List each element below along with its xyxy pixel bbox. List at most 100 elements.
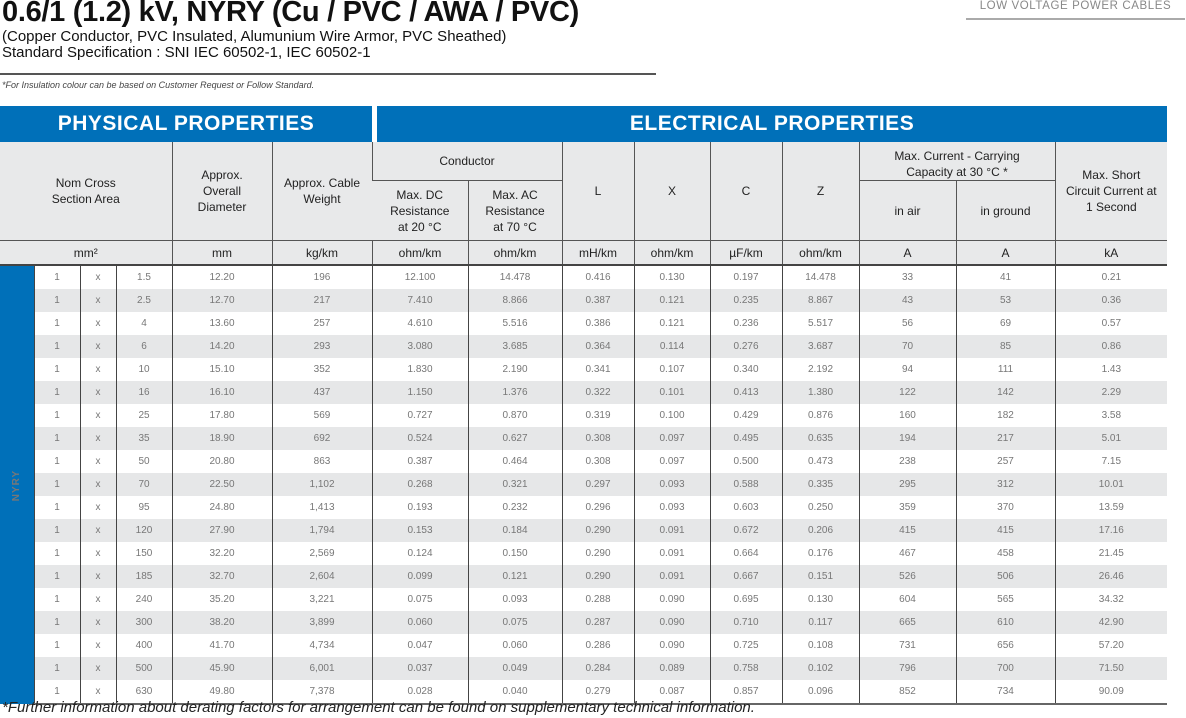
table-cell: 0.197 (709, 265, 782, 289)
header-in-ground: in ground (955, 180, 1055, 241)
table-cell: 0.725 (709, 634, 782, 657)
table-cell: 0.121 (467, 565, 562, 588)
table-cell: 0.473 (781, 450, 859, 473)
unit-cell: ohm/km (781, 240, 859, 266)
table-cell: 565 (955, 588, 1055, 611)
table-cell: 370 (955, 496, 1055, 519)
table-row: 1 x 95 24.80 1,413 0.193 0.232 0.296 0.093 0.603 0… (0, 496, 1168, 519)
electrical-properties-banner: ELECTRICAL PROPERTIES (377, 106, 1168, 142)
table-cell: 0.416 (561, 265, 634, 289)
unit-cell: kg/km (271, 240, 372, 266)
table-cell: 437 (271, 381, 372, 404)
unit-cell: A (858, 240, 956, 266)
table-cell: 630 (115, 680, 172, 705)
table-cell: 0.341 (561, 358, 634, 381)
table-cell: 0.321 (467, 473, 562, 496)
table-cell: 0.153 (371, 519, 468, 542)
table-cell: 17.80 (171, 404, 272, 427)
table-cell: 1 (33, 289, 80, 312)
subtitle: (Copper Conductor, PVC Insulated, Alumun… (2, 29, 506, 61)
table-cell: 0.36 (1054, 289, 1168, 312)
table-cell: 0.290 (561, 565, 634, 588)
table-cell: 4.610 (371, 312, 468, 335)
table-cell: 90.09 (1054, 680, 1168, 705)
table-cell: 194 (858, 427, 956, 450)
header-Z: Z (781, 142, 859, 241)
table-cell: 0.635 (781, 427, 859, 450)
table-cell: 3.080 (371, 335, 468, 358)
table-cell: 0.047 (371, 634, 468, 657)
table-cell: 863 (271, 450, 372, 473)
table-row: 1 x 4 13.60 257 4.610 5.516 0.386 0.121 0.236 5.51… (0, 312, 1168, 335)
table-cell: 7,378 (271, 680, 372, 705)
table-cell: 0.387 (371, 450, 468, 473)
table-cell: 94 (858, 358, 956, 381)
table-cell: 12.100 (371, 265, 468, 289)
table-cell: 0.235 (709, 289, 782, 312)
table-cell: x (79, 358, 116, 381)
table-cell: 700 (955, 657, 1055, 680)
table-cell: 1 (33, 312, 80, 335)
table-cell: 13.60 (171, 312, 272, 335)
table-cell: 0.206 (781, 519, 859, 542)
table-cell: 5.516 (467, 312, 562, 335)
table-cell: 142 (955, 381, 1055, 404)
table-cell: 45.90 (171, 657, 272, 680)
header-cable-weight: Approx. Cable Weight (271, 142, 372, 241)
table-cell: x (79, 404, 116, 427)
table-cell: 526 (858, 565, 956, 588)
table-cell: 0.089 (633, 657, 710, 680)
table-cell: 0.429 (709, 404, 782, 427)
table-cell: 0.288 (561, 588, 634, 611)
footer-note: *Further information about derating fact… (2, 699, 755, 716)
unit-cell: ohm/km (371, 240, 468, 266)
table-cell: 0.099 (371, 565, 468, 588)
table-cell: 0.286 (561, 634, 634, 657)
table-row: 1 x 400 41.70 4,734 0.047 0.060 0.286 0.090 0.725… (0, 634, 1168, 657)
table-cell: 0.075 (371, 588, 468, 611)
table-cell: x (79, 680, 116, 705)
table-cell: 500 (115, 657, 172, 680)
table-cell: 26.46 (1054, 565, 1168, 588)
table-cell: 415 (955, 519, 1055, 542)
table-cell: 0.340 (709, 358, 782, 381)
table-cell: 0.091 (633, 542, 710, 565)
table-cell: 41.70 (171, 634, 272, 657)
table-cell: 0.387 (561, 289, 634, 312)
table-cell: 1 (33, 496, 80, 519)
table-cell: 0.117 (781, 611, 859, 634)
cable-type-label: NYRY (11, 469, 23, 501)
table-cell: 12.70 (171, 289, 272, 312)
table-cell: 0.57 (1054, 312, 1168, 335)
unit-cell: mH/km (561, 240, 634, 266)
table-cell: 0.588 (709, 473, 782, 496)
table-cell: 1 (33, 381, 80, 404)
table-cell: 0.121 (633, 289, 710, 312)
table-cell: 0.097 (633, 450, 710, 473)
banner-gap (372, 106, 377, 142)
table-cell: x (79, 657, 116, 680)
table-cell: 1 (33, 588, 80, 611)
table-cell: 5.517 (781, 312, 859, 335)
table-cell: 257 (955, 450, 1055, 473)
table-cell: 852 (858, 680, 956, 705)
unit-cell: kA (1054, 240, 1168, 266)
table-cell: x (79, 542, 116, 565)
header-current-capacity: Max. Current - Carrying Capacity at 30 °… (858, 142, 1055, 181)
table-cell: 1.376 (467, 381, 562, 404)
table-cell: 1 (33, 634, 80, 657)
table-cell: 3.687 (781, 335, 859, 358)
table-cell: 0.060 (371, 611, 468, 634)
table-cell: 0.857 (709, 680, 782, 705)
table-cell: 69 (955, 312, 1055, 335)
table-row: 1 x 150 32.20 2,569 0.124 0.150 0.290 0.091 0.664… (0, 542, 1168, 565)
table-cell: 7.15 (1054, 450, 1168, 473)
table-row: 1 x 2.5 12.70 217 7.410 8.866 0.387 0.121 0.235 8.… (0, 289, 1168, 312)
table-cell: 0.695 (709, 588, 782, 611)
table-cell: 4,734 (271, 634, 372, 657)
table-cell: 2.192 (781, 358, 859, 381)
table-cell: 734 (955, 680, 1055, 705)
table-row: 1 x 240 35.20 3,221 0.075 0.093 0.288 0.090 0.695… (0, 588, 1168, 611)
table-cell: 604 (858, 588, 956, 611)
table-cell: 257 (271, 312, 372, 335)
